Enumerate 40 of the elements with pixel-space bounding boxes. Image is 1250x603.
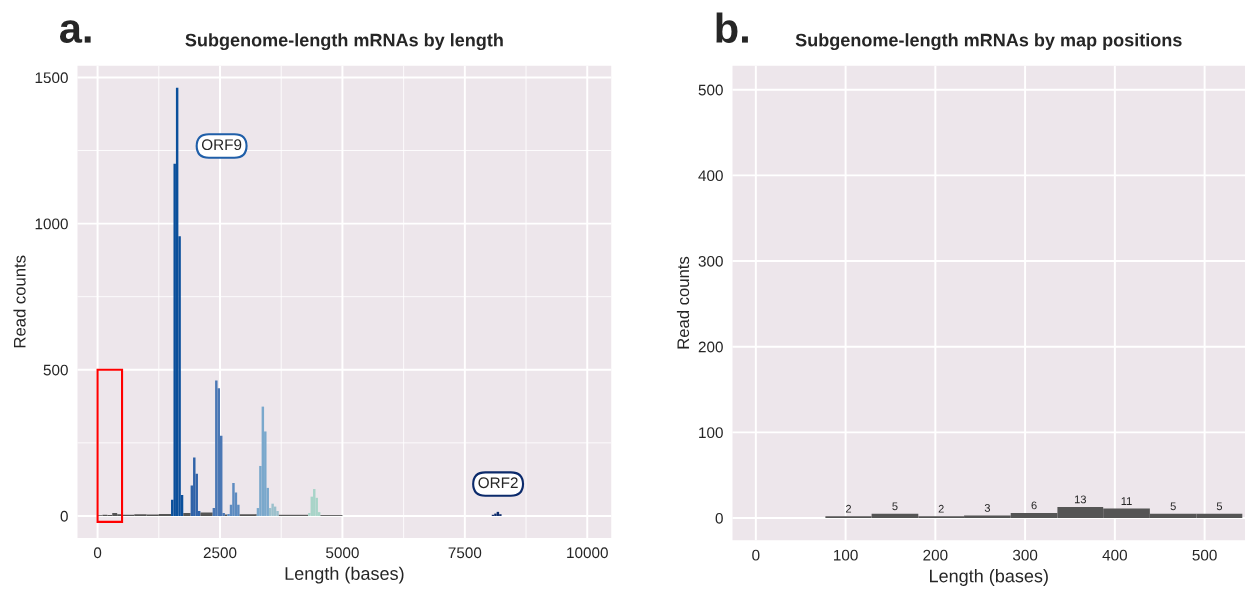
y-tick-label: 0 xyxy=(60,510,68,522)
data-label: 2 xyxy=(938,504,944,513)
x-axis-title: Length (bases) xyxy=(930,569,1048,586)
data-label: 5 xyxy=(1170,502,1176,511)
y-tick-label: 1500 xyxy=(35,72,68,84)
x-tick-label: 0 xyxy=(93,547,102,559)
data-label: 2 xyxy=(845,504,852,513)
data-label: 11 xyxy=(1121,497,1132,505)
x-tick-label: 200 xyxy=(923,549,948,561)
x-tick-label: 0 xyxy=(752,549,760,561)
y-tick-label: 400 xyxy=(698,170,723,182)
data-label: 13 xyxy=(1074,495,1086,504)
y-tick-label: 0 xyxy=(715,512,723,524)
x-axis-title: Length (bases) xyxy=(285,566,404,584)
y-tick-label: 500 xyxy=(698,84,723,96)
y-tick-label: 1000 xyxy=(35,218,68,230)
x-tick-label: 500 xyxy=(1192,549,1217,561)
annotation: ORF9 xyxy=(201,139,242,151)
x-tick-label: 100 xyxy=(834,549,858,561)
x-tick-label: 10000 xyxy=(567,547,608,559)
y-tick-label: 300 xyxy=(698,255,723,267)
x-tick-label: 400 xyxy=(1102,549,1127,561)
y-tick-label: 500 xyxy=(43,364,68,376)
x-tick-label: 300 xyxy=(1012,549,1038,561)
x-tick-label: 7500 xyxy=(448,547,482,559)
data-label: 3 xyxy=(984,503,991,512)
y-tick-label: 100 xyxy=(699,427,723,439)
x-tick-label: 5000 xyxy=(326,547,359,559)
chart-title: Subgenome-length mRNAs by map positions xyxy=(795,33,1182,51)
x-tick-label: 2500 xyxy=(203,547,237,559)
y-axis-title: Read counts xyxy=(676,256,690,349)
data-label: 5 xyxy=(1216,502,1223,511)
y-axis-title: Read counts xyxy=(13,255,26,348)
data-label: 6 xyxy=(1031,501,1037,510)
text: a. xyxy=(59,20,91,44)
data-label: 5 xyxy=(892,502,898,511)
chart-title: Subgenome-length mRNAs by length xyxy=(185,33,503,51)
text: b. xyxy=(716,12,748,44)
annotation: ORF2 xyxy=(478,477,518,489)
y-tick-label: 200 xyxy=(698,341,723,353)
